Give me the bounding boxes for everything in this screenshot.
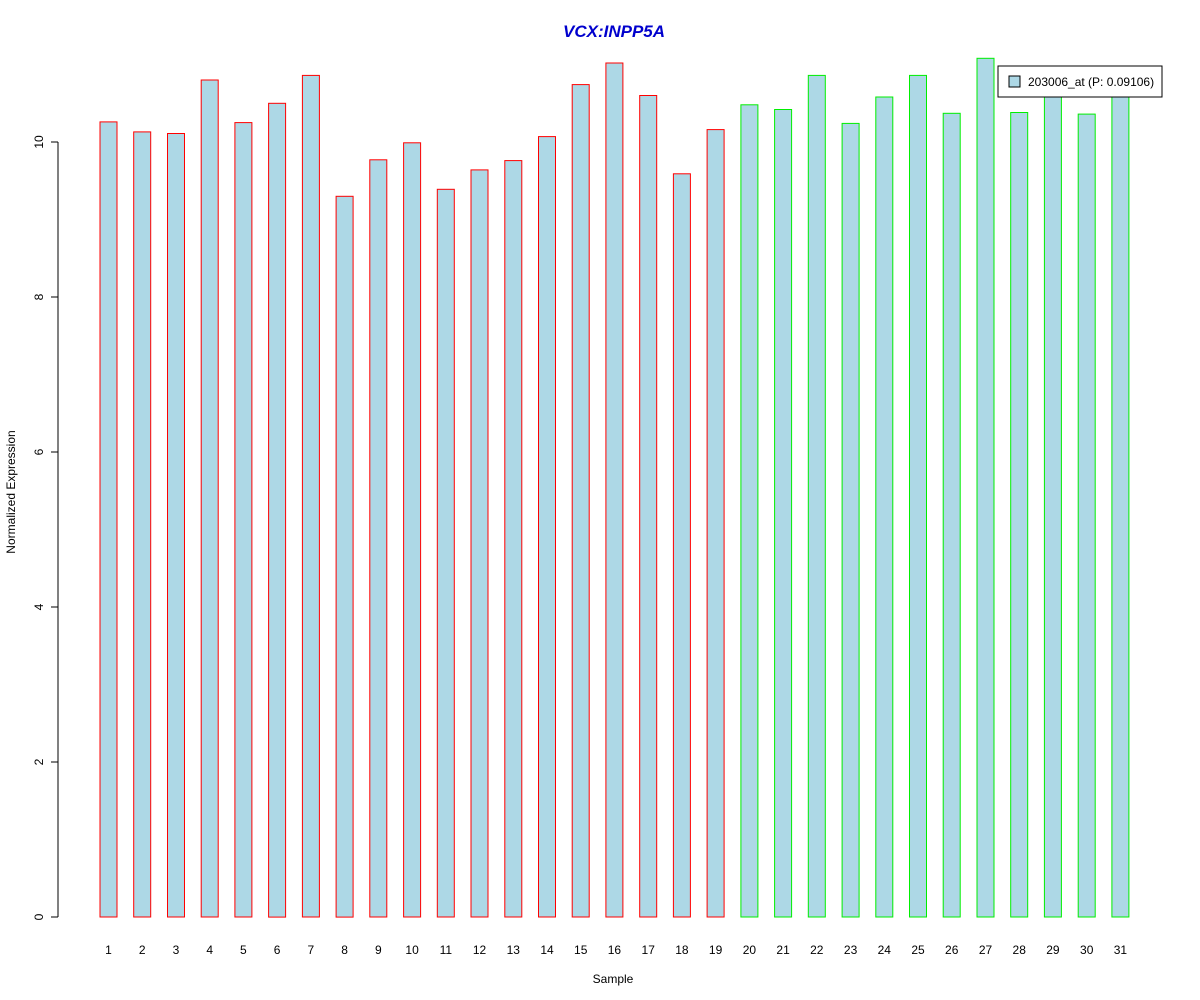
bar-sample-21 [774,109,793,918]
y-tick-label: 8 [32,293,46,300]
x-tick-label: 23 [844,943,858,957]
x-tick-label: 30 [1080,943,1094,957]
x-tick-label: 19 [709,943,723,957]
x-tick-label: 4 [206,943,213,957]
y-tick-label: 4 [32,603,46,610]
bar-sample-6 [268,102,287,918]
x-tick-label: 8 [341,943,348,957]
x-tick-label: 14 [540,943,554,957]
bar-sample-8 [335,195,354,918]
bar-sample-4 [200,79,219,918]
x-tick-label: 27 [979,943,993,957]
bar-sample-7 [301,74,320,918]
x-tick-label: 6 [274,943,281,957]
x-tick-label: 3 [173,943,180,957]
x-axis-label: Sample [593,972,634,986]
bar-sample-5 [234,122,253,918]
bar-sample-23 [841,122,860,918]
x-tick-label: 15 [574,943,588,957]
bar-sample-1 [99,121,118,918]
bar-sample-27 [976,57,995,918]
y-axis-label: Normalized Expression [4,430,18,553]
x-tick-label: 21 [776,943,790,957]
x-tick-label: 17 [642,943,656,957]
x-tick-label: 18 [675,943,689,957]
bar-sample-16 [605,62,624,918]
x-tick-label: 2 [139,943,146,957]
legend-swatch [1008,75,1021,88]
y-tick-label: 2 [32,758,46,765]
bar-sample-29 [1043,89,1062,918]
bar-sample-26 [942,112,961,918]
x-tick-label: 5 [240,943,247,957]
bar-sample-13 [504,160,523,918]
legend-label: 203006_at (P: 0.09106) [1028,75,1154,89]
bar-sample-24 [875,96,894,918]
bar-sample-15 [571,84,590,918]
x-tick-label: 25 [911,943,925,957]
y-tick-label: 0 [32,913,46,920]
x-tick-label: 28 [1013,943,1027,957]
bar-sample-12 [470,169,489,918]
bar-sample-11 [436,188,455,918]
y-tick-label: 10 [32,135,46,149]
legend-box [997,65,1163,98]
x-tick-label: 12 [473,943,487,957]
bar-sample-18 [672,173,691,918]
x-tick-label: 10 [405,943,419,957]
x-tick-label: 29 [1046,943,1060,957]
x-tick-label: 24 [878,943,892,957]
x-tick-label: 13 [507,943,521,957]
bar-sample-10 [403,142,422,918]
x-tick-label: 7 [308,943,315,957]
x-tick-labels: 1 2 3 4 5 6 7 8 9 10 11 12 13 14 15 16 17 18 19 20 21 22 23 24 2… [105,943,1127,957]
x-tick-label: 20 [743,943,757,957]
bar-sample-20 [740,104,759,918]
bar-sample-14 [538,136,556,918]
bars-group [99,57,1130,918]
x-tick-label: 16 [608,943,622,957]
x-tick-label: 22 [810,943,824,957]
bar-sample-2 [133,131,152,918]
y-axis: 0 2 4 6 8 10 [32,135,59,920]
chart-title: VCX:INPP5A [563,22,665,41]
x-tick-label: 31 [1114,943,1128,957]
x-tick-label: 1 [105,943,112,957]
y-tick-label: 6 [32,448,46,455]
x-tick-label: 9 [375,943,382,957]
bar-sample-28 [1010,112,1029,918]
bar-sample-22 [807,74,826,918]
x-tick-label: 26 [945,943,959,957]
bar-sample-9 [369,159,388,918]
x-tick-label: 11 [440,943,453,957]
bar-sample-25 [909,74,927,918]
legend: 203006_at (P: 0.09106) [997,65,1163,98]
bar-sample-3 [167,133,185,918]
bar-sample-30 [1077,113,1096,918]
bar-sample-17 [639,95,658,918]
bar-sample-31 [1111,84,1130,918]
bar-sample-19 [706,129,725,918]
